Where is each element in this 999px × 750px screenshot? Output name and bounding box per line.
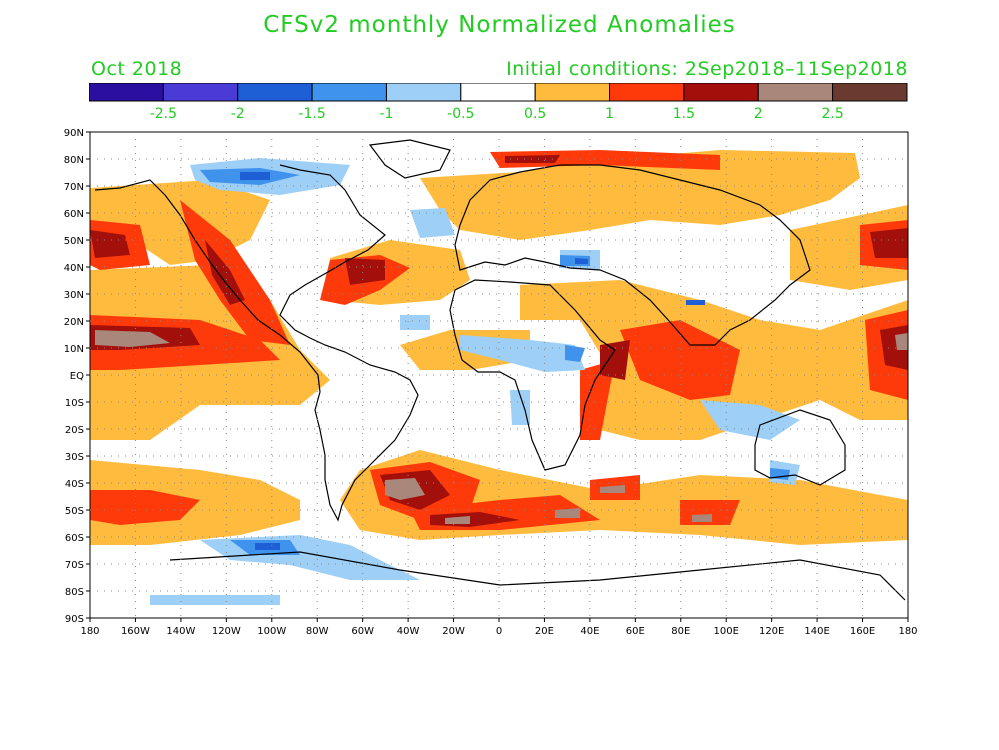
lon-label: 140E: [804, 626, 829, 637]
lon-label: 120W: [212, 626, 241, 637]
anomaly-fields: [90, 139, 908, 605]
lat-label: 10S: [65, 398, 84, 409]
lon-label: 60W: [351, 626, 374, 637]
coastlines: [94, 139, 906, 601]
lat-label: 20N: [64, 317, 84, 328]
dark-blue-anomaly: [240, 172, 705, 550]
scale-label: 1.5: [673, 106, 695, 122]
lat-label: 90N: [64, 128, 84, 139]
scale-label: -2: [231, 106, 245, 122]
lat-label: 40N: [64, 263, 84, 274]
initial-conditions-label: Initial conditions: 2Sep2018–11Sep2018: [506, 58, 908, 80]
lat-label: 60S: [65, 533, 84, 544]
lon-label: 160E: [850, 626, 875, 637]
brown-anomaly: [95, 330, 908, 524]
scale-swatch: [832, 83, 908, 102]
lon-label: 180: [898, 626, 917, 637]
scale-label: -2.5: [150, 106, 177, 122]
lon-label: 0: [496, 626, 502, 637]
lat-label: 20S: [65, 425, 84, 436]
lon-label: 20W: [442, 626, 465, 637]
lon-label: 40W: [397, 626, 420, 637]
lat-label: 50N: [64, 236, 84, 247]
lat-label: EQ: [70, 371, 84, 382]
scale-label: -1.5: [298, 106, 325, 122]
scale-label: 0.5: [524, 106, 546, 122]
lon-label: 140W: [166, 626, 195, 637]
scale-label: 2: [754, 106, 763, 122]
lat-lon-grid: [86, 131, 909, 622]
lat-label: 80N: [64, 155, 84, 166]
lon-label: 80W: [306, 626, 329, 637]
lon-label: 100E: [714, 626, 739, 637]
valid-month-label: Oct 2018: [91, 58, 183, 80]
lon-label: 100W: [257, 626, 286, 637]
lon-label: 160W: [121, 626, 150, 637]
lon-label: 120E: [759, 626, 784, 637]
lat-label: 70N: [64, 182, 84, 193]
scale-label: -0.5: [447, 106, 474, 122]
lon-label: 60E: [626, 626, 645, 637]
lon-label: 180: [80, 626, 99, 637]
lat-label: 90S: [65, 614, 84, 625]
lon-label: 40E: [580, 626, 599, 637]
scale-label: -1: [379, 106, 393, 122]
page-title: CFSv2 monthly Normalized Anomalies: [263, 12, 736, 38]
lon-label: 80E: [671, 626, 690, 637]
color-scale: -2.5 -2 -1.5 -1 -0.5 0.5 1 1.5 2 2.5: [89, 83, 908, 122]
lat-label: 30S: [65, 452, 84, 463]
lat-label: 80S: [65, 587, 84, 598]
lon-label: 20E: [535, 626, 554, 637]
lat-label: 10N: [64, 344, 84, 355]
lat-label: 30N: [64, 290, 84, 301]
longitude-labels: 180 160W 140W 120W 100W 80W 60W 40W 20W 0 20E 40E 60…: [80, 626, 917, 637]
scale-label: 1: [605, 106, 614, 122]
latitude-labels: 90N 80N 70N 60N 50N 40N 30N 20N 10N EQ 10S 20S 30S 40…: [64, 128, 84, 625]
lat-label: 50S: [65, 506, 84, 517]
lat-label: 40S: [65, 479, 84, 490]
lat-label: 60N: [64, 209, 84, 220]
scale-label: 2.5: [822, 106, 844, 122]
lat-label: 70S: [65, 560, 84, 571]
